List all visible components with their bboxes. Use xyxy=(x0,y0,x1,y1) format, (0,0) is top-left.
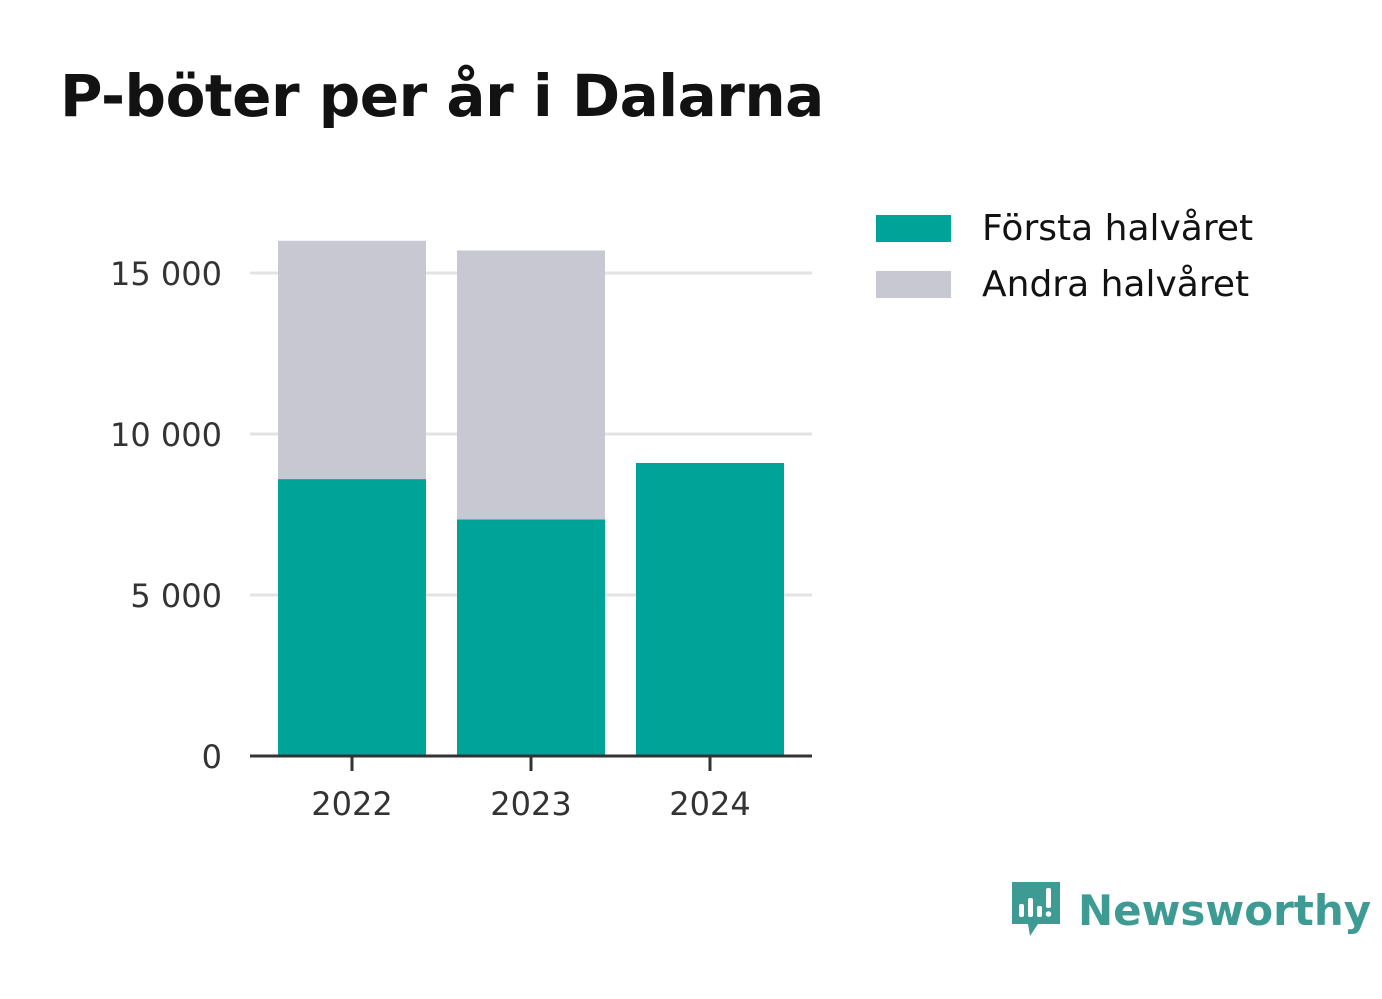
chart-title: P-böter per år i Dalarna xyxy=(60,62,824,130)
y-tick-label: 15 000 xyxy=(110,255,222,293)
brand-name: Newsworthy xyxy=(1078,885,1372,935)
bar-second-half xyxy=(278,240,426,480)
x-tick-label: 2024 xyxy=(669,785,750,823)
brand-logo: Newsworthy xyxy=(1010,878,1371,942)
axes: 0 5 000 10 000 15 000 2022 2023 2024 xyxy=(110,255,812,823)
legend-item-first-half: Första halvåret xyxy=(876,200,1253,256)
legend-swatch-first-half xyxy=(876,214,951,242)
legend-label-second-half: Andra halvåret xyxy=(982,263,1250,305)
bars xyxy=(278,240,784,756)
y-tick-label: 10 000 xyxy=(110,416,222,454)
y-tick-label: 0 xyxy=(202,738,222,776)
bar-second-half xyxy=(457,250,605,520)
legend-swatch-second-half xyxy=(876,270,951,298)
bar-first-half xyxy=(457,519,605,756)
legend: Första halvåret Andra halvåret xyxy=(876,200,1253,312)
newsworthy-logo-icon xyxy=(1010,878,1062,942)
x-tick-label: 2022 xyxy=(311,785,392,823)
bar-first-half xyxy=(278,479,426,756)
bar-first-half xyxy=(636,462,784,756)
y-tick-label: 5 000 xyxy=(130,577,222,615)
legend-item-second-half: Andra halvåret xyxy=(876,256,1253,312)
x-tick-label: 2023 xyxy=(490,785,571,823)
legend-label-first-half: Första halvåret xyxy=(982,207,1254,249)
